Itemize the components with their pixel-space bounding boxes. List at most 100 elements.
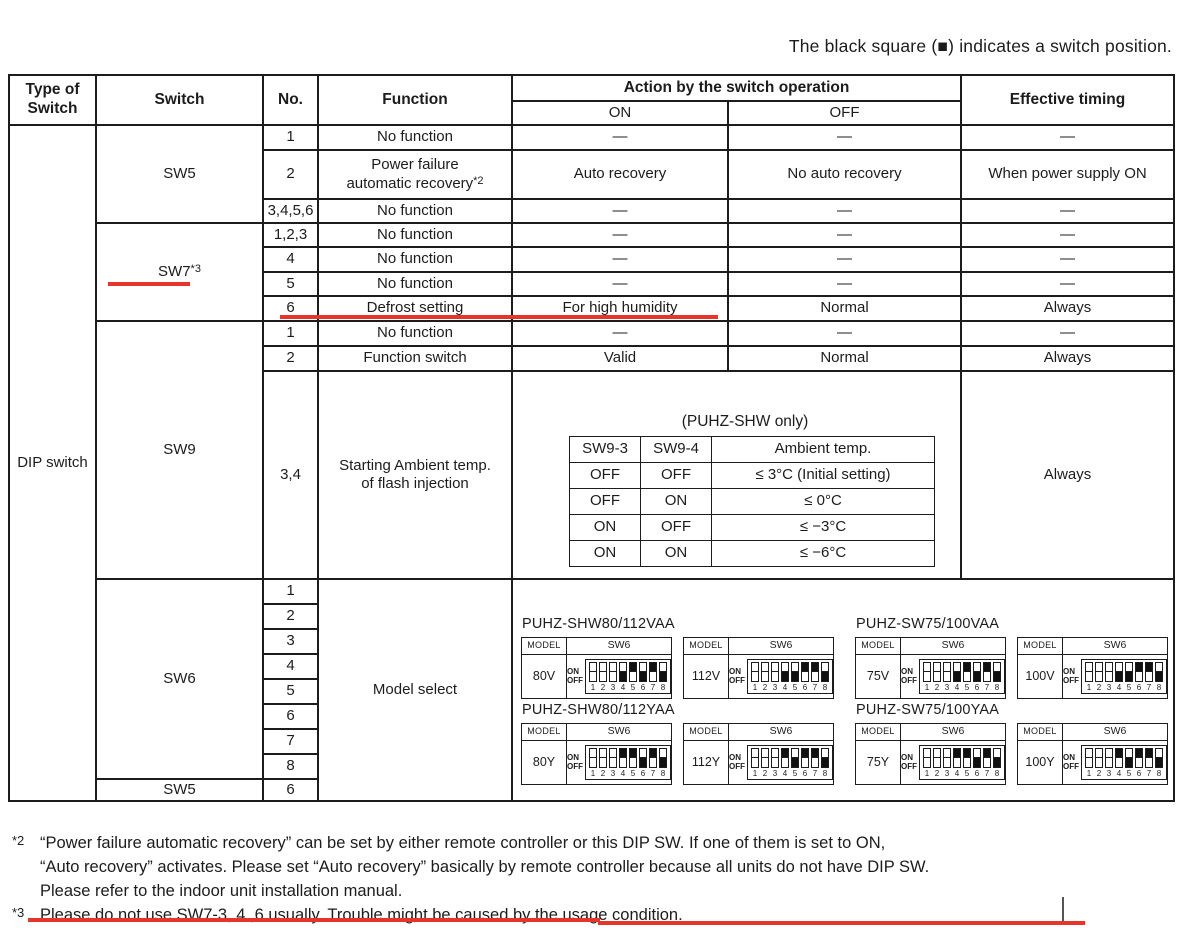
switch-number: 4 <box>782 682 788 692</box>
switch-slot-none <box>1095 747 1103 768</box>
table-row: 3 <box>9 628 1174 655</box>
off-label: OFF <box>901 676 917 686</box>
slot-off-half <box>1096 758 1102 767</box>
switch-number: 5 <box>630 768 636 778</box>
slot-on-half <box>792 663 798 673</box>
switch-slot-on <box>983 747 991 768</box>
switch-number: 4 <box>620 682 626 692</box>
slot-on-half <box>792 749 798 759</box>
slot-on-half <box>974 663 980 673</box>
slot-off-half <box>650 672 656 681</box>
cell-on: Auto recovery <box>511 149 729 200</box>
model-label: 112V <box>684 654 729 698</box>
cell-no: 3 <box>262 628 319 655</box>
diagram-header: MODEL SW6 <box>856 723 1005 741</box>
slot-off-half <box>984 672 990 681</box>
switch-slot-none <box>1105 661 1113 682</box>
slot-on-half <box>782 663 788 673</box>
diagram-units: MODEL SW6 80V ON OFF 1 2 3 4 5 6 7 8 MODEL SW6 112V ON OF… <box>521 636 843 699</box>
slot-off-half <box>640 672 646 681</box>
switch-number: 7 <box>1146 768 1152 778</box>
model-header-label: MODEL <box>1018 723 1063 740</box>
switch-number: 6 <box>1136 682 1142 692</box>
sw6-header-label: SW6 <box>941 639 965 652</box>
slot-off-half <box>1116 758 1122 767</box>
switch-slot-on <box>1115 747 1123 768</box>
diagram-group-title: PUHZ-SHW80/112VAA <box>522 616 675 632</box>
switch-number: 7 <box>984 682 990 692</box>
model-label: 112Y <box>684 740 729 784</box>
slot-on-half <box>974 749 980 759</box>
header-action: Action by the switch operation <box>510 74 963 102</box>
model-header-label: MODEL <box>684 637 729 654</box>
switch-slot-off <box>1115 661 1123 682</box>
switch-slot-none <box>923 661 931 682</box>
slot-off-half <box>1146 758 1152 767</box>
switch-number: 4 <box>1116 768 1122 778</box>
sw6-header-label: SW6 <box>607 639 631 652</box>
model-header-label: MODEL <box>522 723 567 740</box>
cell-timing: — <box>960 124 1176 151</box>
scan-artifact-line <box>1062 897 1064 924</box>
slot-off-half <box>610 758 616 767</box>
slot-on-half <box>1106 749 1112 759</box>
switch-number: 7 <box>650 768 656 778</box>
switch-slot-none <box>599 661 607 682</box>
diagram-group: PUHZ-SW75/100VAA MODEL SW6 75V ON OFF 1 2 3 4 5 6 7 8… <box>855 616 1172 699</box>
cell-no: 1 <box>262 320 319 347</box>
model-select-diagrams: PUHZ-SHW80/112VAA MODEL SW6 80V ON OFF 1 2 3 4 5 6 7… <box>510 578 1176 802</box>
slot-off-half <box>772 758 778 767</box>
on-label: ON <box>729 666 741 676</box>
slot-on-half <box>772 663 778 673</box>
switch-number: 3 <box>610 768 616 778</box>
on-label: ON <box>567 752 579 762</box>
table-row: 8 <box>9 753 1174 780</box>
cell-switch-sw7: SW7*3 <box>95 222 264 322</box>
cell-off: No auto recovery <box>726 149 963 200</box>
switch-slot-none <box>599 747 607 768</box>
on-label: ON <box>729 752 741 762</box>
slot-on-half <box>630 662 636 673</box>
switch-number: 4 <box>1116 682 1122 692</box>
switch-number: 1 <box>1086 682 1092 692</box>
dip-switch-diagram: MODEL SW6 80Y ON OFF 1 2 3 4 5 6 7 8 <box>521 722 672 785</box>
switch-graphic: ON OFF 1 2 3 4 5 6 7 8 <box>567 741 671 784</box>
switch-slot-none <box>589 747 597 768</box>
switch-number: 3 <box>944 682 950 692</box>
cell-switch-sw5-bottom: SW5 <box>95 778 264 802</box>
on-off-labels: ON OFF <box>729 753 745 772</box>
cell-timing: Always <box>960 345 1176 372</box>
switch-number: 4 <box>954 768 960 778</box>
switch-number: 4 <box>782 768 788 778</box>
diagram-body: 80Y ON OFF 1 2 3 4 5 6 7 8 <box>522 740 671 784</box>
switch-number: 4 <box>954 682 960 692</box>
slot-on-half <box>610 749 616 759</box>
slot-on-half <box>1136 748 1142 759</box>
model-header-label: MODEL <box>1018 637 1063 654</box>
switch-slot-off <box>659 661 667 682</box>
switch-number: 8 <box>660 768 666 778</box>
diagram-group: PUHZ-SW75/100YAA MODEL SW6 75Y ON OFF 1 2 3 4 5 6 7 8… <box>855 702 1172 785</box>
sub-header-row: SW9-3 SW9-4 Ambient temp. <box>569 435 935 463</box>
footnote-ref-2: *2 <box>473 174 484 187</box>
switch-number: 8 <box>1156 768 1162 778</box>
cell-off: — <box>726 320 963 347</box>
slot-off-half <box>772 672 778 681</box>
model-label: 80Y <box>522 740 567 784</box>
slot-off-half <box>600 672 606 681</box>
switch-number: 8 <box>822 682 828 692</box>
footnotes: *2 “Power failure automatic recovery” ca… <box>12 831 1174 927</box>
cell-no: 7 <box>262 728 319 755</box>
slot-off-half <box>620 672 626 681</box>
sub-row: OFF OFF ≤ 3°C (Initial setting) <box>569 461 935 489</box>
switch-graphic: ON OFF 1 2 3 4 5 6 7 8 <box>1063 655 1167 698</box>
switch-slot-none <box>933 747 941 768</box>
switch-number: 1 <box>752 768 758 778</box>
slot-off-half <box>600 758 606 767</box>
table-row: DIP switch SW5 1 No function — — — <box>8 124 1176 802</box>
